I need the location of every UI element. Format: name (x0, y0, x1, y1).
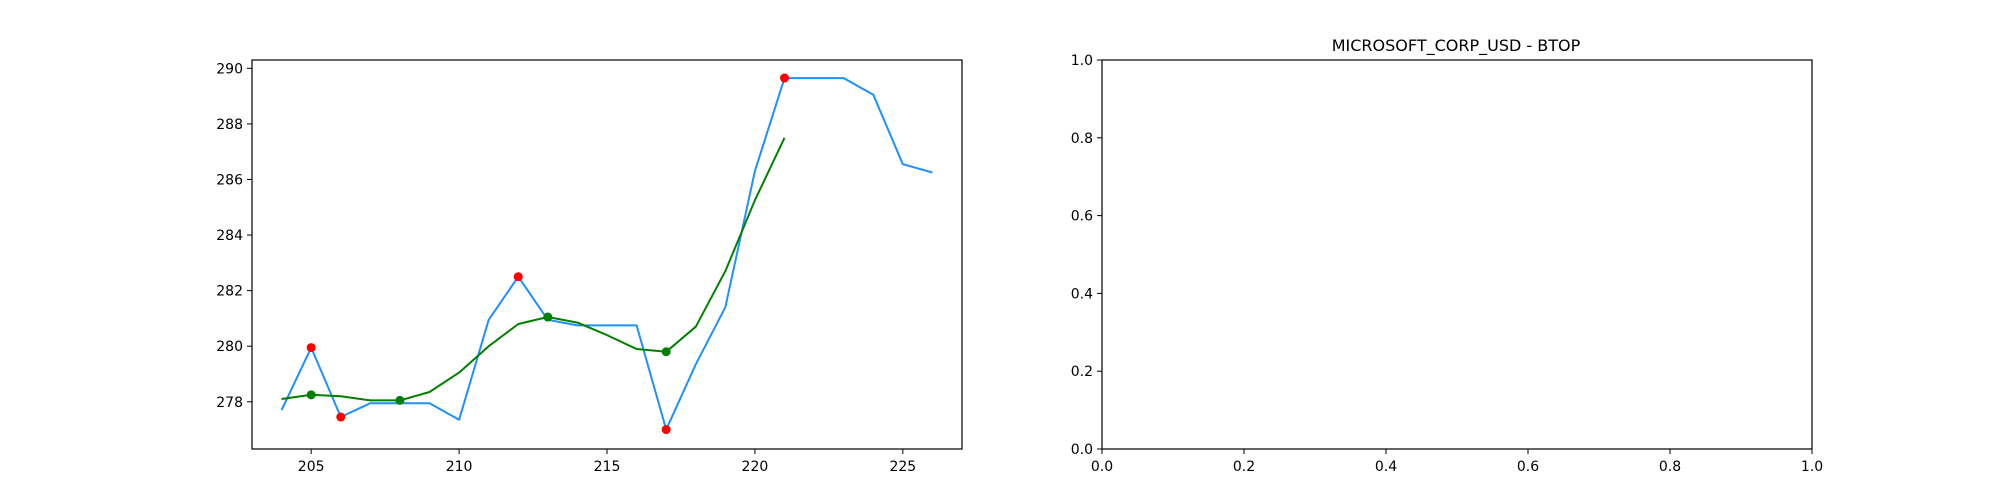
marker-point (513, 272, 523, 282)
chart-title: MICROSOFT_CORP_USD - BTOP (1332, 36, 1581, 56)
y-tick-label: 290 (216, 61, 243, 77)
y-tick-label: 278 (216, 395, 243, 411)
marker-point (661, 347, 671, 357)
x-tick-label: 215 (594, 459, 621, 475)
y-tick-label: 0.4 (1071, 286, 1093, 302)
y-tick-label: 0.0 (1071, 442, 1093, 458)
axes-frame (1101, 59, 1813, 450)
marker-point (306, 343, 316, 353)
y-tick-label: 1.0 (1071, 53, 1093, 69)
x-tick-label: 0.6 (1517, 459, 1539, 475)
y-tick-label: 282 (216, 284, 243, 300)
left-price-chart: 205 210 215 220 225 278 280 282 284 286 288 290 (216, 59, 963, 475)
marker-point (336, 412, 346, 422)
marker-point (395, 395, 405, 405)
y-tick-label: 0.2 (1071, 364, 1093, 380)
x-tick-label: 1.0 (1801, 459, 1823, 475)
series-line-0 (280, 77, 933, 431)
x-tick-label: 0.8 (1659, 459, 1681, 475)
axes-frame (251, 59, 963, 450)
x-tick-label: 220 (742, 459, 769, 475)
series-line-1 (281, 137, 786, 402)
x-tick-label: 0.0 (1091, 459, 1113, 475)
x-tick-label: 210 (446, 459, 473, 475)
y-tick-label: 280 (216, 339, 243, 355)
y-tick-label: 284 (216, 228, 243, 244)
marker-point (780, 73, 789, 83)
x-tick-label: 0.4 (1375, 459, 1397, 475)
y-tick-label: 0.6 (1071, 209, 1093, 225)
x-tick-label: 225 (889, 459, 916, 475)
x-tick-label: 205 (298, 459, 325, 475)
y-tick-label: 286 (216, 172, 243, 188)
y-tick-label: 288 (216, 117, 243, 133)
marker-point (661, 425, 671, 435)
right-empty-chart: MICROSOFT_CORP_USD - BTOP 0.0 0.2 0.4 0.6 0.… (1071, 36, 1823, 475)
y-tick-label: 0.8 (1071, 131, 1093, 147)
marker-point (543, 312, 553, 322)
x-tick-label: 0.2 (1233, 459, 1255, 475)
marker-point (306, 390, 316, 400)
